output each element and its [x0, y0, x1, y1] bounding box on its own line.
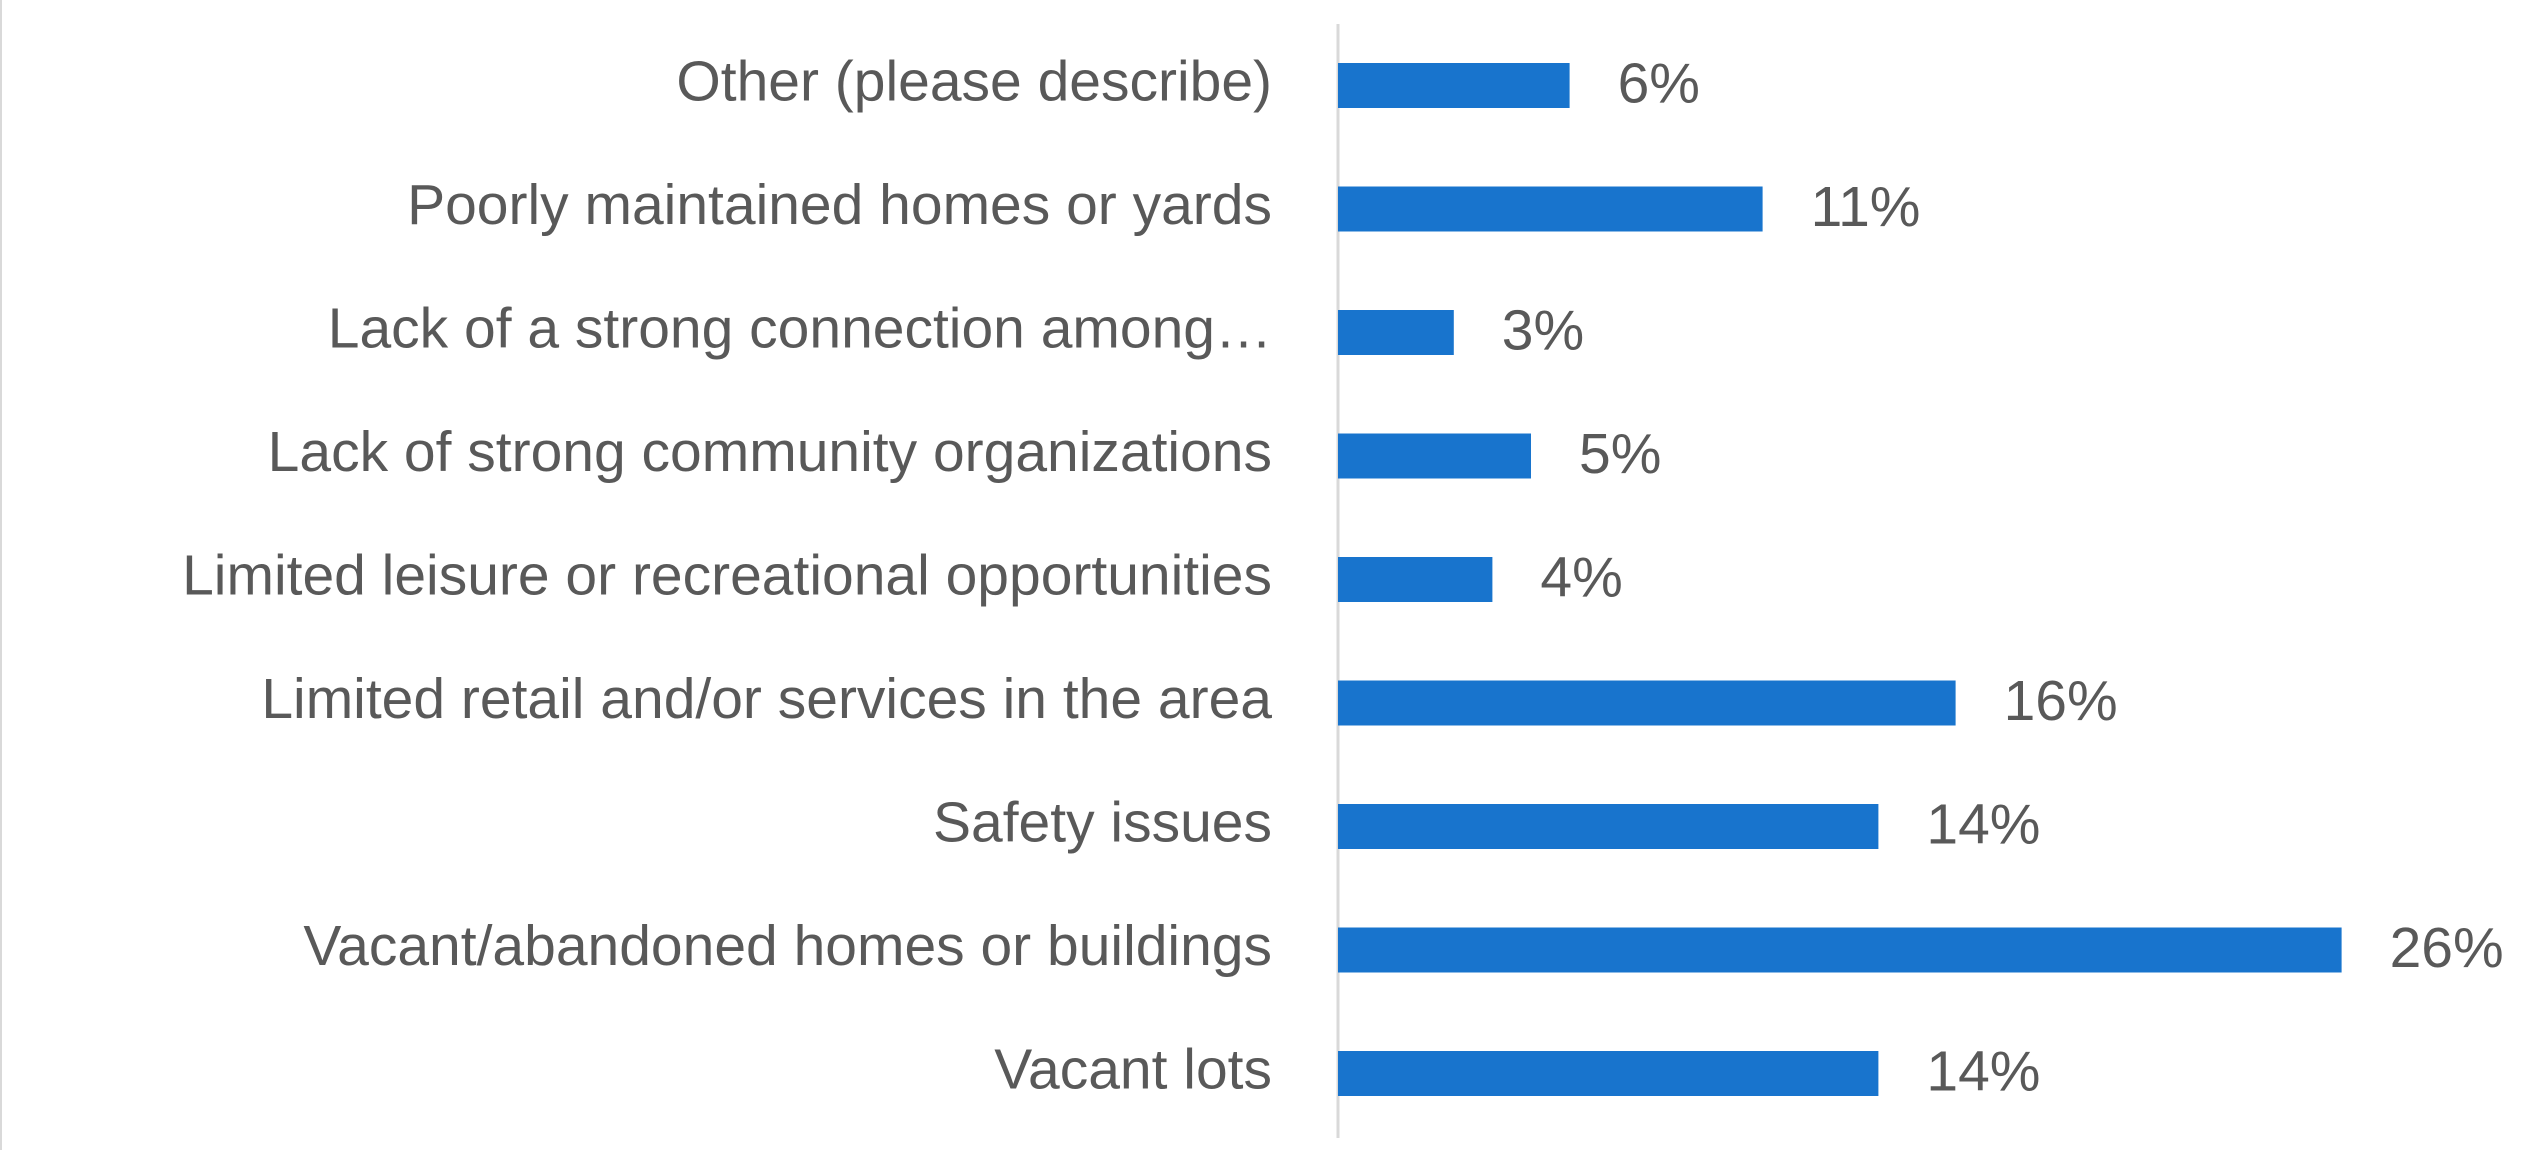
bar: [1338, 186, 1763, 232]
data-label: 3%: [1502, 299, 1584, 363]
data-label: 5%: [1579, 422, 1661, 486]
category-label: Other (please describe): [676, 50, 1272, 114]
category-label: Limited retail and/or services in the ar…: [261, 667, 1272, 731]
bar: [1338, 63, 1570, 108]
data-label: 16%: [2004, 669, 2118, 733]
bar: [1338, 804, 1879, 849]
category-label: Poorly maintained homes or yards: [407, 173, 1272, 237]
bar: [1338, 557, 1493, 602]
category-label: Vacant lots: [994, 1038, 1272, 1102]
category-label: Lack of a strong connection among…: [328, 297, 1272, 361]
category-label: Limited leisure or recreational opportun…: [182, 544, 1272, 608]
bar: [1338, 310, 1454, 355]
bar: [1338, 927, 2342, 973]
bar: [1338, 680, 1956, 726]
data-label: 14%: [1926, 793, 2040, 857]
data-label: 11%: [1811, 175, 1921, 239]
data-label: 6%: [1618, 52, 1700, 116]
data-label: 4%: [1540, 546, 1622, 610]
category-label: Safety issues: [933, 791, 1272, 855]
category-label: Lack of strong community organizations: [268, 420, 1272, 484]
category-label: Vacant/abandoned homes or buildings: [303, 914, 1272, 978]
data-label: 26%: [2390, 916, 2504, 980]
bar: [1338, 433, 1531, 479]
data-label: 14%: [1926, 1040, 2040, 1104]
bar: [1338, 1051, 1879, 1096]
